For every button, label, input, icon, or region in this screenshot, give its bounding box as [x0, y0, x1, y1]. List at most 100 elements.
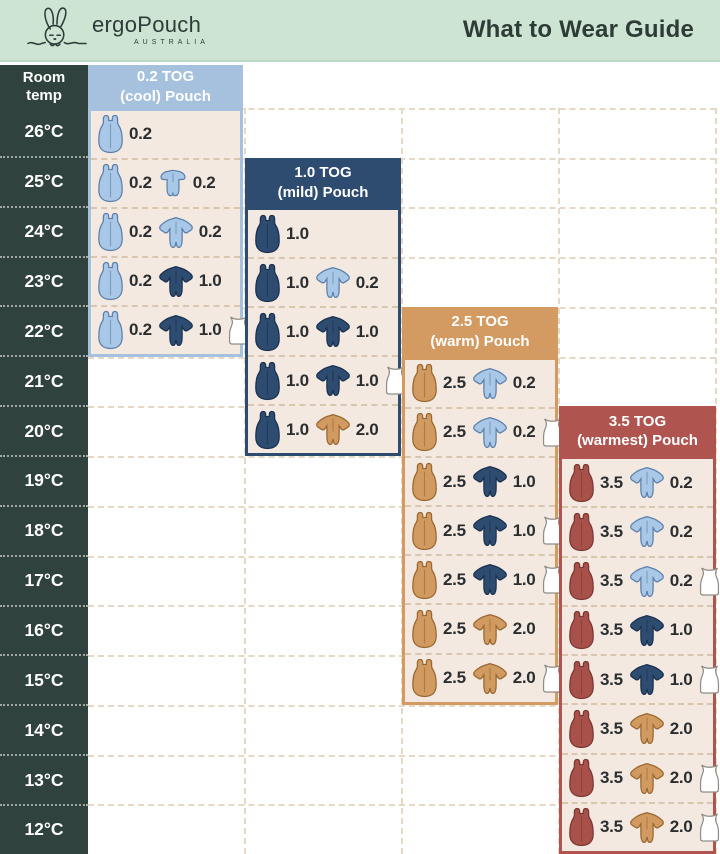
pouch-icon — [411, 560, 438, 600]
pouch-item: 0.2 — [97, 163, 152, 203]
onesie-icon — [472, 416, 508, 449]
room-temp-cell: 19°C — [0, 455, 88, 505]
onesie-item: 0.2 — [629, 466, 693, 499]
onesie-item: 0.2 — [629, 565, 693, 598]
panel-body-tog-1-0: 1.0 1.0 0.2 1.0 1.0 1.0 1.0 1.0 2.0 — [245, 207, 406, 457]
pouch-item: 0.2 — [97, 114, 152, 154]
room-temp-cell: 22°C — [0, 305, 88, 355]
onesie-icon — [629, 515, 665, 548]
singlet-item — [698, 812, 720, 843]
tog-value: 1.0 — [286, 272, 309, 292]
tog-value: 0.2 — [129, 271, 152, 291]
tog-value: 0.2 — [198, 222, 222, 242]
tog-value: 2.0 — [669, 718, 693, 738]
guide-row-15c: 2.5 2.0 — [405, 652, 563, 702]
onesie-icon — [158, 265, 194, 298]
romper-icon — [158, 169, 188, 197]
guide-row-23c: 1.0 0.2 — [248, 257, 398, 306]
guide-row-16c: 3.5 1.0 — [562, 604, 713, 654]
onesie-item: 0.2 — [315, 266, 379, 299]
tog-value: 1.0 — [355, 370, 379, 390]
panel-header-tog-2-5: 2.5 TOG (warm) Pouch — [402, 306, 558, 357]
tog-value: 2.5 — [443, 619, 466, 639]
onesie-icon — [629, 762, 665, 795]
tog-value: 2.0 — [512, 668, 536, 688]
pouch-icon — [568, 660, 595, 700]
panel-title-line2: (cool) Pouch — [120, 87, 211, 105]
guide-row-21c: 2.5 0.2 — [405, 360, 555, 407]
bunny-logo-icon — [26, 3, 88, 58]
tog-value: 3.5 — [600, 817, 623, 837]
room-temp-cell: 12°C — [0, 804, 88, 854]
onesie-item: 0.2 — [472, 416, 536, 449]
room-temp-cell: 18°C — [0, 504, 88, 555]
onesie-icon — [472, 662, 508, 695]
tog-value: 0.2 — [355, 272, 379, 292]
guide-row-16c: 2.5 2.0 — [405, 603, 555, 652]
tog-value: 1.0 — [198, 271, 222, 291]
pouch-icon — [411, 511, 438, 551]
pouch-item: 3.5 — [568, 463, 623, 503]
singlet-icon — [698, 664, 720, 695]
guide-row-15c: 3.5 1.0 — [562, 654, 720, 703]
pouch-item: 2.5 — [411, 560, 466, 600]
guide-row-25c: 0.2 0.2 — [91, 157, 240, 207]
panel-header-tog-3-5: 3.5 TOG (warmest) Pouch — [559, 406, 716, 457]
pouch-icon — [97, 212, 124, 252]
panel-body-tog-3-5: 3.5 0.2 3.5 0.2 3.5 0.2 3.5 1.0 3.5 1.0 … — [559, 456, 720, 854]
tog-value: 0.2 — [129, 320, 152, 340]
tog-value: 1.0 — [286, 419, 309, 439]
onesie-icon — [629, 663, 665, 696]
pouch-icon — [97, 163, 124, 203]
panel-title-line2: (mild) Pouch — [277, 183, 369, 201]
brand-subtitle: AUSTRALIA — [134, 39, 209, 46]
pouch-item: 1.0 — [254, 410, 309, 450]
room-temp-cell: 15°C — [0, 654, 88, 704]
pouch-item: 2.5 — [411, 412, 466, 452]
pouch-icon — [411, 462, 438, 502]
tog-value: 2.5 — [443, 373, 466, 393]
pouch-icon — [97, 114, 124, 154]
tog-value: 2.5 — [443, 668, 466, 688]
pouch-icon — [568, 709, 595, 749]
pouch-item: 3.5 — [568, 610, 623, 650]
onesie-icon — [629, 712, 665, 745]
room-temp-cell: 23°C — [0, 255, 88, 306]
singlet-icon — [698, 566, 720, 597]
tog-value: 2.5 — [443, 569, 466, 589]
guide-row-12c: 3.5 2.0 — [562, 801, 720, 851]
room-temp-cell: 26°C — [24, 121, 64, 142]
guide-row-20c: 1.0 2.0 — [248, 404, 398, 453]
panel-title-line1: 3.5 TOG — [608, 412, 667, 430]
onesie-item: 1.0 — [315, 364, 379, 397]
panel-title-line1: 1.0 TOG — [294, 164, 352, 182]
tog-value: 0.2 — [512, 422, 536, 442]
panel-header-tog-0-2: 0.2 TOG (cool) Pouch — [88, 65, 243, 108]
onesie-item: 1.0 — [472, 563, 536, 596]
page-title: What to Wear Guide — [462, 16, 694, 43]
room-temp-cell: 24°C — [0, 205, 88, 256]
tog-value: 3.5 — [600, 768, 623, 788]
onesie-item: 2.0 — [315, 413, 379, 446]
tog-value: 0.2 — [512, 373, 536, 393]
pouch-item: 2.5 — [411, 363, 466, 403]
guide-row-24c: 0.2 0.2 — [91, 206, 240, 256]
pouch-item: 2.5 — [411, 658, 466, 698]
onesie-item: 2.0 — [472, 613, 536, 646]
guide-row-18c: 2.5 1.0 — [405, 505, 563, 554]
tog-value: 1.0 — [355, 321, 379, 341]
onesie-item: 0.2 — [472, 367, 536, 400]
pouch-icon — [411, 412, 438, 452]
onesie-item: 1.0 — [158, 265, 222, 298]
tog-value: 0.2 — [129, 124, 152, 144]
tog-value: 2.0 — [355, 419, 379, 439]
tog-value: 3.5 — [600, 521, 623, 541]
onesie-item: 1.0 — [158, 314, 222, 347]
pouch-item: 1.0 — [254, 214, 309, 254]
panel-title-line1: 2.5 TOG — [451, 313, 509, 331]
onesie-item: 2.0 — [629, 762, 693, 795]
room-temp-column: Room temp 26°C 25°C 24°C 23°C 22°C 21°C 20°C 19… — [0, 65, 88, 854]
onesie-icon — [472, 367, 508, 400]
header-bar: ergoPouch AUSTRALIA What to Wear Guide — [0, 0, 720, 62]
